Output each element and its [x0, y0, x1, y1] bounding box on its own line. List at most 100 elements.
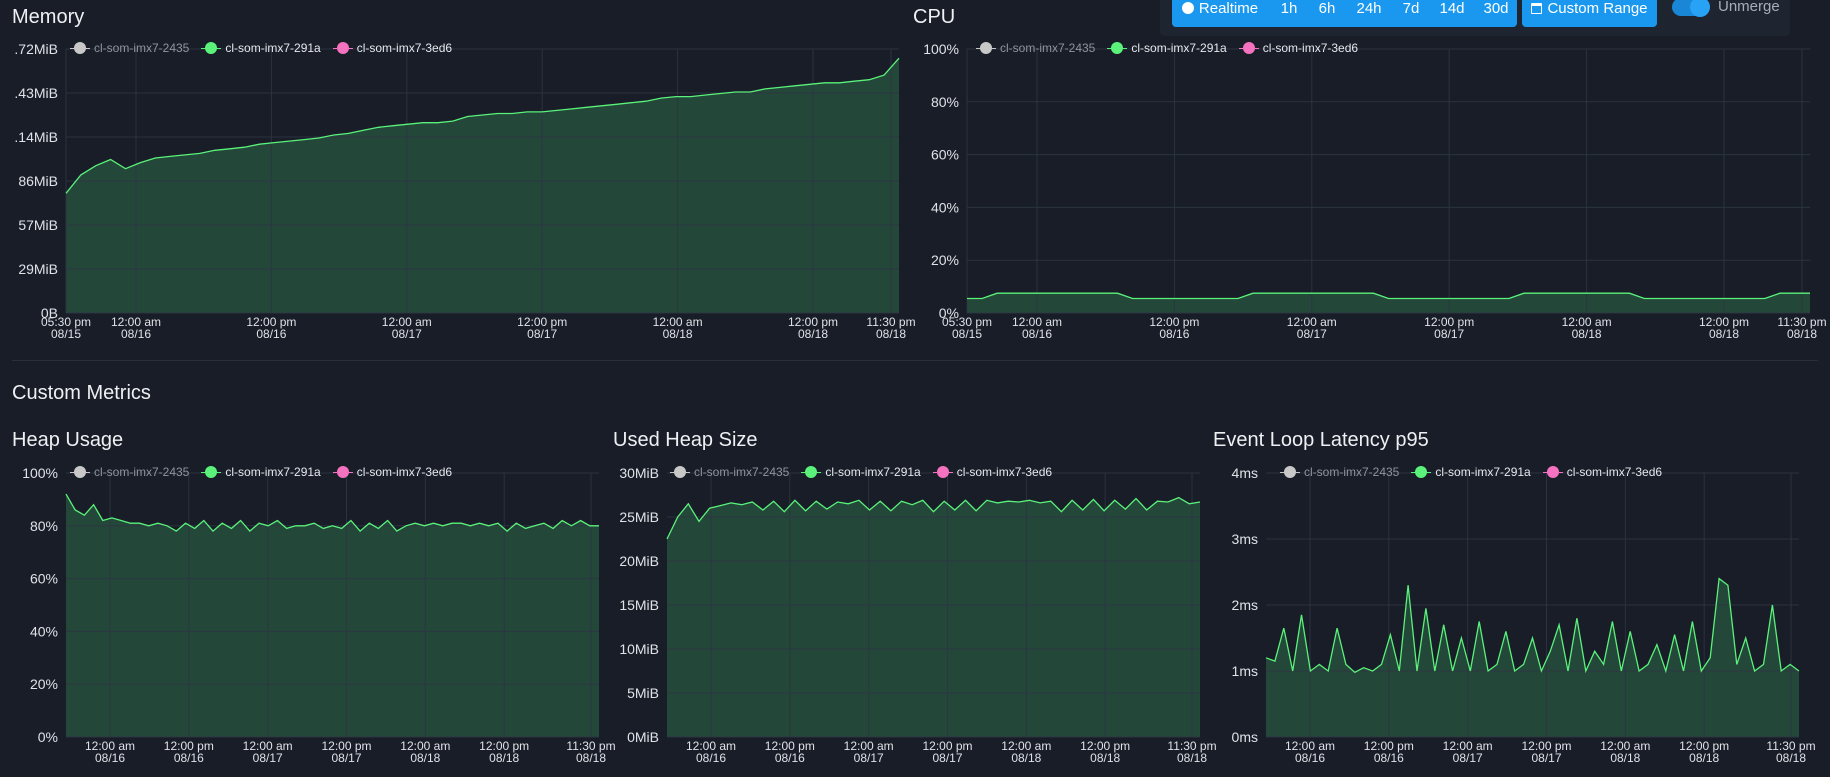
legend-item[interactable]: cl-som-imx7-3ed6	[332, 41, 453, 55]
x-tick-date: 08/18	[576, 751, 606, 765]
radio-dot-icon	[1181, 2, 1194, 14]
x-tick-date: 08/18	[1177, 751, 1207, 765]
series-line	[666, 496, 1201, 540]
x-tick-time: 12:00 am	[686, 739, 736, 753]
series-area	[66, 494, 599, 737]
calendar-icon	[1531, 3, 1543, 14]
legend-label: cl-som-imx7-291a	[825, 465, 921, 479]
x-tick-time: 12:00 am	[1562, 315, 1612, 329]
x-tick-date: 08/17	[1453, 751, 1483, 765]
range-6h-button[interactable]: 6h	[1318, 0, 1336, 17]
legend-label: cl-som-imx7-291a	[1435, 465, 1531, 479]
x-tick-time: 12:00 am	[400, 739, 450, 753]
unmerge-toggle[interactable]	[1672, 0, 1710, 17]
x-tick-date: 08/18	[410, 751, 440, 765]
x-tick-date: 08/16	[696, 751, 726, 765]
legend-label: cl-som-imx7-291a	[1131, 41, 1227, 55]
range-30d-button[interactable]: 30d	[1483, 0, 1509, 17]
legend-item[interactable]: cl-som-imx7-3ed6	[1238, 41, 1358, 55]
legend-item[interactable]: cl-som-imx7-291a	[1107, 41, 1227, 55]
legend-item[interactable]: cl-som-imx7-2435	[70, 41, 189, 55]
x-tick-date: 08/18	[1011, 751, 1041, 765]
x-tick-date: 08/17	[932, 751, 962, 765]
y-tick-label: 60%	[30, 571, 58, 587]
x-tick-date: 08/17	[854, 751, 884, 765]
event-loop-latency-panel: Event Loop Latency p95 4ms 3ms 2ms 1ms 0ms 12…	[1210, 424, 1830, 775]
y-tick-label: 80%	[30, 518, 58, 534]
x-tick-time: 12:00 pm	[164, 739, 214, 753]
chart-legend: cl-som-imx7-2435 cl-som-imx7-291a cl-som-i…	[70, 465, 452, 479]
x-tick-date: 08/17	[1297, 327, 1327, 341]
y-tick-label: 80%	[931, 94, 959, 110]
range-1h-button[interactable]: 1h	[1280, 0, 1298, 17]
y-tick-label: .43MiB	[14, 85, 58, 101]
realtime-button[interactable]: Realtime	[1172, 0, 1268, 27]
y-tick-label: 5MiB	[627, 685, 659, 701]
legend-item[interactable]: cl-som-imx7-291a	[201, 465, 321, 479]
legend-label: cl-som-imx7-3ed6	[356, 41, 453, 55]
custom-range-button[interactable]: Custom Range	[1522, 0, 1657, 27]
x-tick-time: 11:30 pm	[1167, 739, 1216, 753]
legend-label: cl-som-imx7-3ed6	[1566, 465, 1663, 479]
legend-label: cl-som-imx7-291a	[225, 41, 321, 55]
memory-title: Memory	[12, 6, 85, 28]
unmerge-label: Unmerge	[1718, 0, 1780, 15]
y-tick-label: 20MiB	[619, 553, 659, 569]
legend-item[interactable]: cl-som-imx7-2435	[976, 41, 1095, 55]
x-tick-time: 11:30 pm	[1766, 739, 1815, 753]
range-24h-button[interactable]: 24h	[1356, 0, 1382, 17]
range-7d-button[interactable]: 7d	[1402, 0, 1420, 17]
y-tick-label: 100%	[923, 41, 959, 57]
legend-label: cl-som-imx7-2435	[1000, 41, 1096, 55]
x-tick-date: 08/16	[121, 327, 151, 341]
x-tick-date: 08/16	[775, 751, 805, 765]
chart-legend: cl-som-imx7-2435 cl-som-imx7-291a cl-som-i…	[976, 41, 1358, 55]
legend-marker-icon	[1411, 466, 1432, 478]
series-area	[967, 293, 1810, 313]
legend-item[interactable]: cl-som-imx7-2435	[70, 465, 189, 479]
x-tick-time: 05:30 pm	[942, 315, 992, 329]
y-tick-label: 15MiB	[619, 597, 659, 613]
legend-item[interactable]: cl-som-imx7-3ed6	[932, 465, 1053, 479]
legend-marker-icon	[1280, 466, 1300, 478]
x-tick-time: 12:00 am	[1600, 739, 1650, 753]
x-tick-time: 12:00 pm	[1080, 739, 1130, 753]
heap-usage-title: Heap Usage	[12, 429, 124, 451]
event-loop-latency-title: Event Loop Latency p95	[1213, 429, 1429, 451]
x-tick-date: 08/18	[1776, 751, 1806, 765]
x-tick-time: 12:00 pm	[246, 315, 296, 329]
x-tick-date: 08/17	[527, 327, 557, 341]
legend-item[interactable]: cl-som-imx7-3ed6	[1542, 465, 1663, 479]
legend-item[interactable]: cl-som-imx7-3ed6	[332, 465, 452, 479]
x-tick-date: 08/16	[95, 751, 125, 765]
y-tick-label: 20%	[931, 252, 959, 268]
x-tick-time: 12:00 am	[653, 315, 703, 329]
legend-item[interactable]: cl-som-imx7-291a	[801, 465, 921, 479]
legend-item[interactable]: cl-som-imx7-291a	[1411, 465, 1531, 479]
x-tick-time: 12:00 am	[1287, 315, 1337, 329]
used-heap-size-title: Used Heap Size	[613, 429, 758, 451]
x-tick-time: 12:00 am	[111, 315, 161, 329]
legend-marker-icon	[670, 466, 690, 478]
series-area	[1266, 578, 1799, 737]
legend-item[interactable]: cl-som-imx7-2435	[1280, 465, 1399, 479]
x-tick-time: 12:00 pm	[1699, 315, 1749, 329]
x-tick-date: 08/18	[489, 751, 519, 765]
range-14d-button[interactable]: 14d	[1439, 0, 1465, 17]
x-tick-date: 08/17	[1531, 751, 1561, 765]
legend-item[interactable]: cl-som-imx7-291a	[201, 41, 321, 55]
time-range-group: Realtime 1h 6h 24h 7d 14d 30d	[1172, 0, 1517, 27]
x-tick-time: 12:00 am	[243, 739, 293, 753]
toggle-knob	[1690, 0, 1710, 17]
legend-item[interactable]: cl-som-imx7-2435	[670, 465, 789, 479]
legend-marker-icon	[332, 42, 353, 54]
y-tick-label: 0ms	[1232, 729, 1258, 745]
x-tick-date: 08/16	[174, 751, 204, 765]
used-heap-size-chart: 30MiB 25MiB 20MiB 15MiB 10MiB 5MiB 0MiB 12:00 a…	[619, 465, 1216, 765]
y-tick-label: .14MiB	[14, 129, 58, 145]
y-tick-label: .72MiB	[14, 41, 58, 57]
legend-marker-icon	[1107, 42, 1128, 54]
y-tick-label: 0%	[38, 729, 58, 745]
legend-label: cl-som-imx7-3ed6	[956, 465, 1053, 479]
